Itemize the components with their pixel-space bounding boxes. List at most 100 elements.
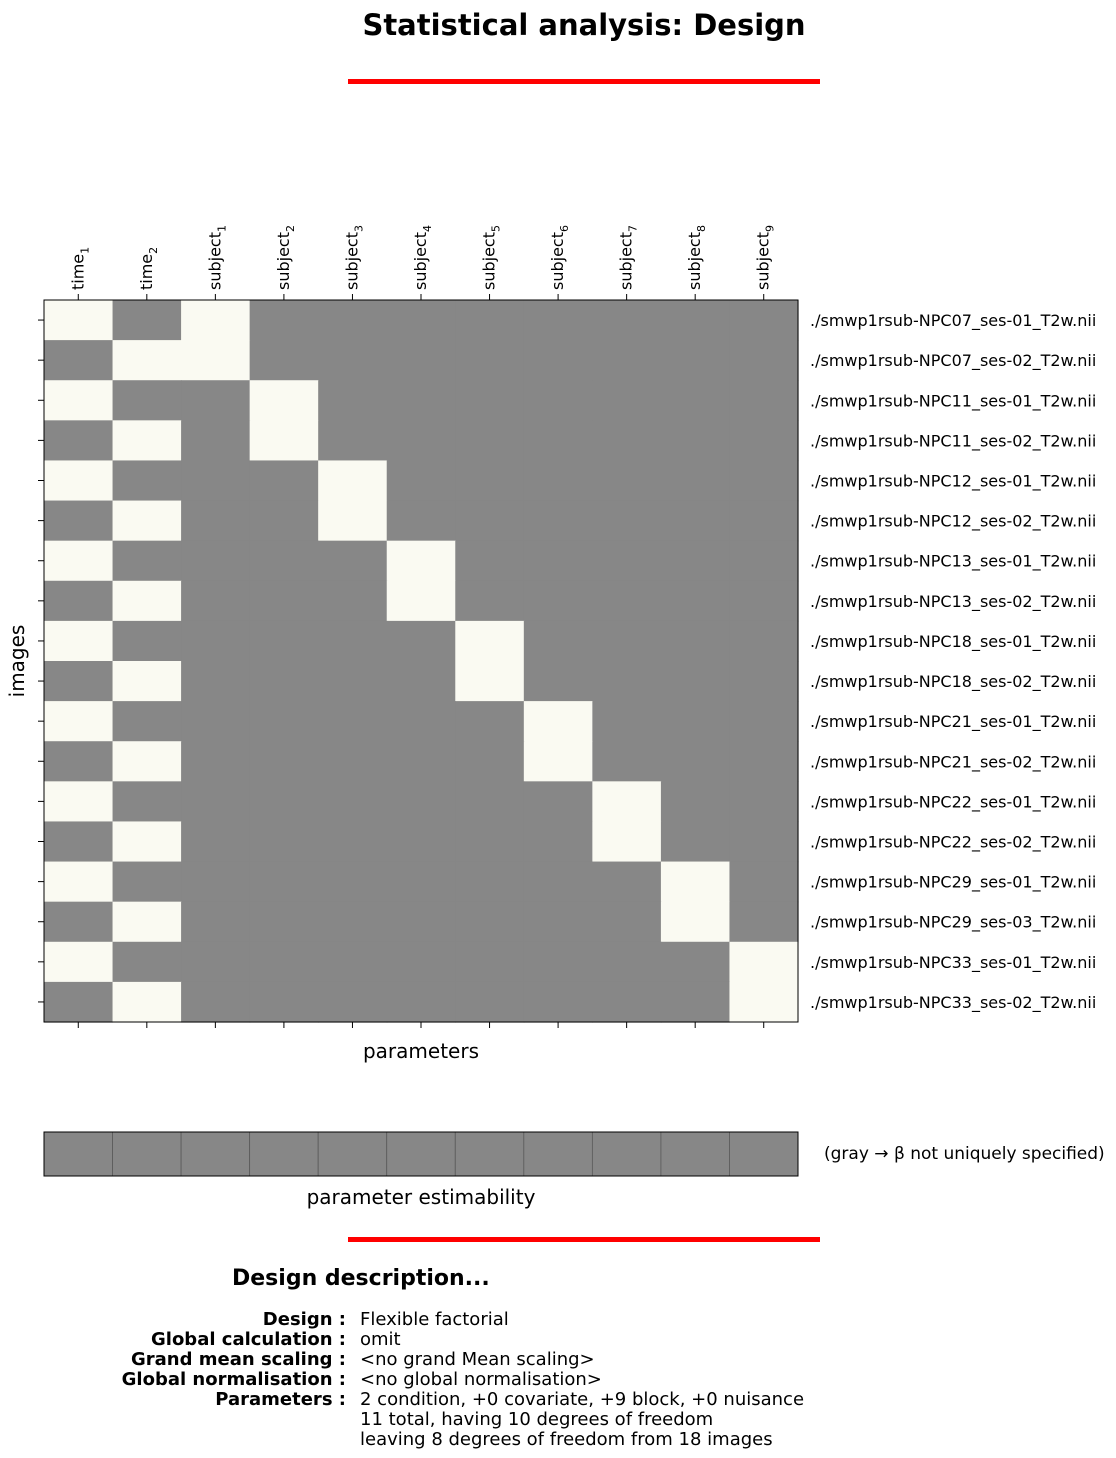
matrix-cell xyxy=(249,380,319,421)
estimability-frame xyxy=(43,1131,799,1177)
parameter-label: subject9 xyxy=(754,225,777,290)
image-label: ./smwp1rsub-NPC29_ses-03_T2w.nii xyxy=(810,913,1096,933)
matrix-cell xyxy=(181,620,251,662)
matrix-cell xyxy=(181,300,251,341)
image-label: ./smwp1rsub-NPC12_ses-02_T2w.nii xyxy=(810,512,1096,532)
description-value: Flexible factorial xyxy=(360,1309,509,1330)
matrix-cell xyxy=(112,420,182,462)
matrix-cell xyxy=(318,861,388,903)
matrix-cell xyxy=(318,781,388,823)
description-key: Global calculation : xyxy=(151,1329,346,1350)
matrix-cell xyxy=(729,540,799,582)
matrix-cell xyxy=(592,781,662,823)
matrix-cell xyxy=(455,620,525,662)
matrix-cell xyxy=(523,661,593,702)
matrix-cell xyxy=(318,821,388,863)
matrix-cell xyxy=(318,981,388,1023)
matrix-cell xyxy=(249,941,319,983)
matrix-cell xyxy=(112,460,182,502)
parameter-label: subject4 xyxy=(411,225,434,290)
estimability-note: (gray → β not uniquely specified) xyxy=(824,1144,1105,1164)
matrix-cell xyxy=(660,340,731,381)
y-axis-label: images xyxy=(5,625,29,698)
matrix-cell xyxy=(44,741,114,782)
matrix-cell xyxy=(660,540,731,582)
image-label: ./smwp1rsub-NPC33_ses-02_T2w.nii xyxy=(810,993,1096,1013)
matrix-cell xyxy=(523,620,593,662)
matrix-cell xyxy=(386,580,456,622)
matrix-cell xyxy=(249,300,319,341)
matrix-cell xyxy=(455,941,525,983)
matrix-cell xyxy=(592,821,662,863)
matrix-cell xyxy=(181,500,251,542)
estimability-cell xyxy=(180,1131,251,1177)
matrix-cell xyxy=(660,661,731,702)
matrix-cell xyxy=(112,901,182,943)
description-value: omit xyxy=(360,1329,401,1350)
matrix-cell xyxy=(592,901,662,943)
estimability-cell xyxy=(729,1131,799,1177)
page-title: Statistical analysis: Design xyxy=(362,8,806,42)
matrix-cell xyxy=(592,620,662,662)
image-label: ./smwp1rsub-NPC18_ses-02_T2w.nii xyxy=(810,672,1096,692)
matrix-cell xyxy=(455,420,525,462)
matrix-cell xyxy=(455,500,525,542)
parameter-label: subject5 xyxy=(480,225,503,290)
matrix-cell xyxy=(386,380,456,421)
matrix-cell xyxy=(181,701,251,742)
estimability-label: parameter estimability xyxy=(307,1185,536,1209)
matrix-cell xyxy=(112,821,182,863)
matrix-cell xyxy=(386,821,456,863)
matrix-cell xyxy=(112,380,182,421)
description-value: <no grand Mean scaling> xyxy=(360,1349,595,1370)
matrix-cell xyxy=(729,620,799,662)
matrix-cell xyxy=(729,901,799,943)
matrix-cell xyxy=(249,540,319,582)
estimability-cell xyxy=(591,1131,662,1177)
description-value: leaving 8 degrees of freedom from 18 ima… xyxy=(360,1429,773,1450)
image-label: ./smwp1rsub-NPC12_ses-01_T2w.nii xyxy=(810,472,1096,492)
matrix-cell xyxy=(112,540,182,582)
matrix-cell xyxy=(44,781,114,823)
matrix-cell xyxy=(181,941,251,983)
matrix-cell xyxy=(455,460,525,502)
matrix-cell xyxy=(386,420,456,462)
matrix-cell xyxy=(181,981,251,1023)
matrix-cell xyxy=(386,701,456,742)
estimability-cell xyxy=(523,1131,593,1177)
parameter-label: time2 xyxy=(137,247,160,290)
matrix-cell xyxy=(386,620,456,662)
description-value: <no global normalisation> xyxy=(360,1369,602,1390)
matrix-cell xyxy=(112,741,182,782)
description-title: Design description... xyxy=(232,1266,490,1291)
matrix-cell xyxy=(181,420,251,462)
matrix-cell xyxy=(44,941,114,983)
matrix-cell xyxy=(318,500,388,542)
matrix-cell xyxy=(729,340,799,381)
matrix-cell xyxy=(455,741,525,782)
matrix-cell xyxy=(181,901,251,943)
estimability-cell xyxy=(317,1131,388,1177)
description-key: Global normalisation : xyxy=(121,1369,346,1390)
matrix-cell xyxy=(455,661,525,702)
matrix-cell xyxy=(660,701,731,742)
image-label: ./smwp1rsub-NPC33_ses-01_T2w.nii xyxy=(810,953,1096,973)
description-key: Grand mean scaling : xyxy=(131,1349,346,1370)
matrix-cell xyxy=(729,981,799,1023)
x-axis-label: parameters xyxy=(363,1039,479,1063)
matrix-cell xyxy=(112,781,182,823)
image-label: ./smwp1rsub-NPC18_ses-01_T2w.nii xyxy=(810,632,1096,652)
matrix-cell xyxy=(729,500,799,542)
matrix-cell xyxy=(523,580,593,622)
matrix-cell xyxy=(660,420,731,462)
matrix-cell xyxy=(249,420,319,462)
matrix-cell xyxy=(592,460,662,502)
estimability-cell xyxy=(660,1131,730,1177)
matrix-cell xyxy=(249,580,319,622)
matrix-cell xyxy=(523,500,593,542)
matrix-cell xyxy=(386,460,456,502)
matrix-cell xyxy=(44,580,114,622)
matrix-cell xyxy=(523,941,593,983)
matrix-cell xyxy=(181,661,251,702)
matrix-cell xyxy=(660,380,731,421)
